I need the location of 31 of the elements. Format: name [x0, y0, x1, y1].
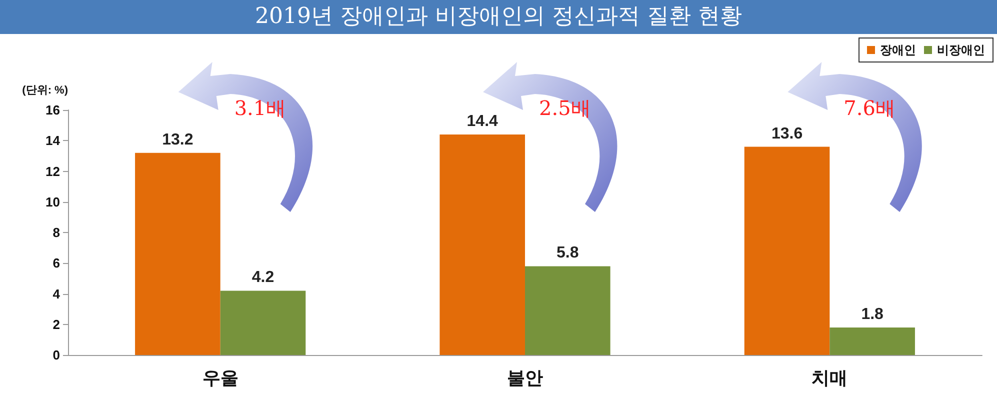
y-tick-label: 6: [52, 256, 60, 271]
y-tick-label: 12: [46, 164, 60, 179]
bar: [744, 146, 830, 355]
y-tick-label: 16: [46, 102, 60, 118]
x-tick-label: 치매: [812, 368, 848, 388]
data-label: 5.8: [556, 244, 579, 262]
data-label: 13.6: [771, 125, 803, 142]
annotation: 2.5배: [539, 96, 591, 120]
y-tick-label: 0: [52, 348, 60, 362]
annotation: 7.6배: [844, 96, 896, 120]
legend-label: 장애인: [880, 43, 916, 57]
y-axis-title: (단위: %): [22, 84, 68, 96]
annotation: 3.1배: [234, 96, 286, 120]
y-tick-label: 10: [46, 194, 60, 210]
y-tick-label: 2: [52, 316, 60, 332]
data-label: 4.2: [252, 269, 274, 286]
y-tick-label: 14: [46, 133, 61, 148]
data-label: 1.8: [861, 306, 884, 323]
bar: [830, 327, 915, 355]
bar: [135, 152, 220, 355]
bar: [220, 290, 306, 355]
x-tick-label: 우울: [202, 368, 238, 388]
chart-title: 2019년 장애인과 비장애인의 정신과적 질환 현황: [0, 0, 997, 34]
y-tick-label: 8: [52, 225, 60, 240]
legend-label: 비장애인: [937, 43, 985, 57]
data-label: 13.2: [162, 131, 194, 148]
bar: [440, 134, 525, 355]
y-tick-label: 4: [52, 286, 61, 302]
bar: [525, 266, 610, 355]
x-tick-label: 불안: [507, 368, 543, 388]
data-label: 14.4: [466, 113, 498, 130]
